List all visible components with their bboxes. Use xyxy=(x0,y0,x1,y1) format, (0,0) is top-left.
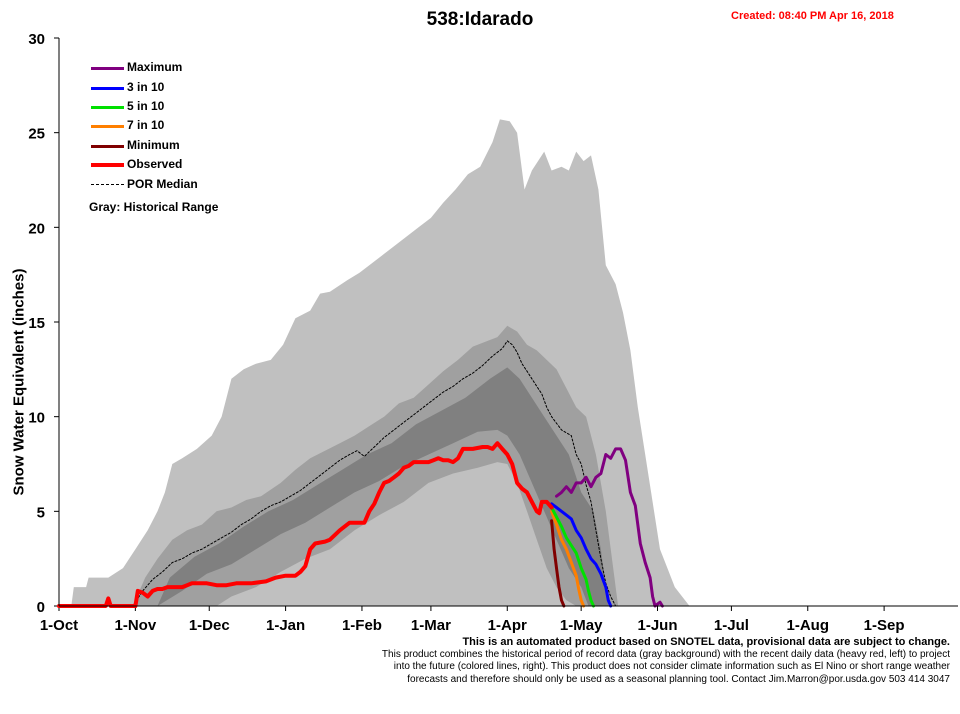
x-tick-label-1-mar: 1-Mar xyxy=(411,617,451,634)
x-tick-label-1-oct: 1-Oct xyxy=(40,617,78,634)
legend-label-median: POR Median xyxy=(127,177,198,191)
series-line-minimum xyxy=(550,519,566,608)
legend-label-3in10: 3 in 10 xyxy=(127,80,165,94)
x-tick-label-1-may: 1-May xyxy=(560,617,603,634)
x-tick-label-1-dec: 1-Dec xyxy=(189,617,230,634)
y-tick-label: 5 xyxy=(37,504,45,521)
footnote: This is an automated product based on SN… xyxy=(290,636,950,686)
series-line-maximum xyxy=(555,447,664,608)
x-tick-label-1-jul: 1-Jul xyxy=(714,617,749,634)
y-axis-ticks: 0 5 10 15 20 25 30 xyxy=(28,31,59,616)
x-axis-ticks: 1-Oct 1-Nov 1-Dec 1-Jan 1-Feb 1-Mar 1-Apr 1-May… xyxy=(40,606,905,634)
y-tick-label: 15 xyxy=(28,315,45,332)
legend-label-7in10: 7 in 10 xyxy=(127,118,165,132)
series-lines xyxy=(57,340,664,608)
x-tick-label-1-nov: 1-Nov xyxy=(115,617,157,634)
series-line-por-median xyxy=(58,340,617,607)
x-tick-label-1-jan: 1-Jan xyxy=(266,617,305,634)
x-tick-label-1-apr: 1-Apr xyxy=(488,617,527,634)
y-axis-label: Snow Water Equivalent (inches) xyxy=(10,268,28,496)
legend-swatch-median xyxy=(91,184,124,185)
created-timestamp: Created: 08:40 PM Apr 16, 2018 xyxy=(731,10,894,22)
x-tick-label-1-jun: 1-Jun xyxy=(638,617,678,634)
historical-range-core-band xyxy=(157,367,609,606)
legend-label-minimum: Minimum xyxy=(127,138,180,152)
legend: Maximum 3 in 10 5 in 10 7 in 10 Minimum … xyxy=(85,60,265,220)
series-line-observed xyxy=(57,441,554,608)
footnote-line-3: into the future (colored lines, right). … xyxy=(393,661,950,672)
y-tick-label: 30 xyxy=(28,31,45,48)
series-line-5-in-10 xyxy=(550,506,595,608)
legend-swatch-7in10 xyxy=(91,125,124,128)
legend-swatch-maximum xyxy=(91,67,124,70)
y-tick-label: 25 xyxy=(28,126,45,143)
legend-swatch-3in10 xyxy=(91,87,124,90)
legend-label-5in10: 5 in 10 xyxy=(127,99,165,113)
legend-label-observed: Observed xyxy=(127,157,183,171)
y-tick-label: 0 xyxy=(37,599,45,616)
footnote-line-2: This product combines the historical per… xyxy=(381,648,950,660)
x-tick-label-1-aug: 1-Aug xyxy=(787,617,830,634)
x-tick-label-1-sep: 1-Sep xyxy=(864,617,905,634)
chart-title: 538:Idarado xyxy=(426,9,534,30)
x-tick-label-1-feb: 1-Feb xyxy=(342,617,382,634)
legend-swatch-5in10 xyxy=(91,106,124,109)
legend-swatch-minimum xyxy=(91,145,124,148)
historical-range-bands xyxy=(59,119,690,607)
legend-gray-note: Gray: Historical Range xyxy=(89,200,219,214)
legend-swatch-observed xyxy=(91,163,124,167)
series-line-7-in-10 xyxy=(550,509,586,608)
legend-label-maximum: Maximum xyxy=(127,60,183,74)
footnote-line-1: This is an automated product based on SN… xyxy=(462,636,950,648)
footnote-line-4: forecasts and therefore should only be u… xyxy=(407,673,950,685)
series-line-3-in-10 xyxy=(550,502,613,608)
y-tick-label: 20 xyxy=(28,220,45,237)
y-tick-label: 10 xyxy=(28,410,45,427)
